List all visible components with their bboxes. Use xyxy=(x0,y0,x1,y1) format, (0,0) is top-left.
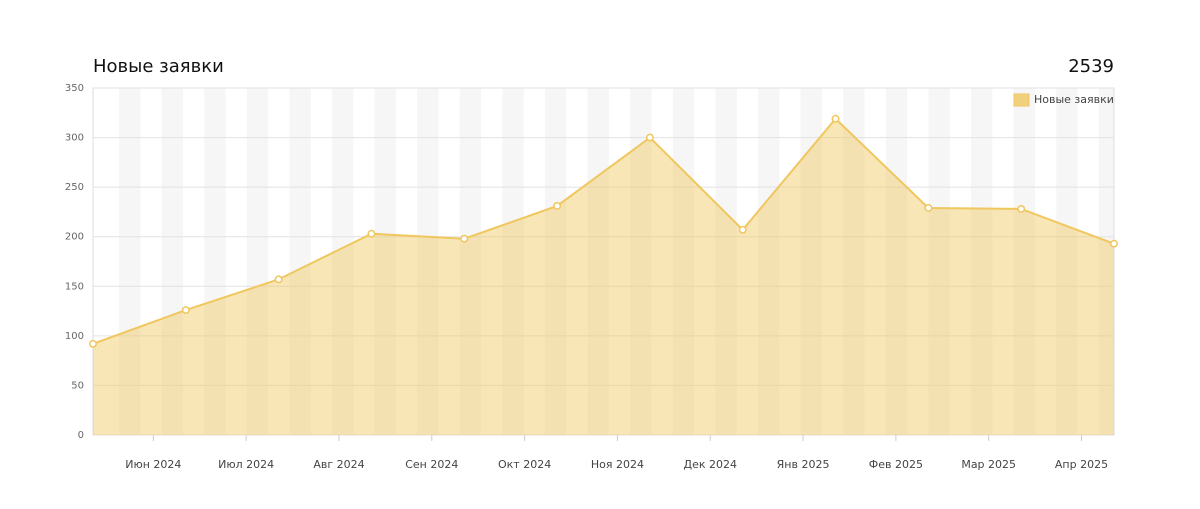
background-stripe xyxy=(800,88,822,435)
point xyxy=(738,225,747,234)
x-tick-label: Янв 2025 xyxy=(777,458,830,471)
x-tick-label: Ноя 2024 xyxy=(591,458,644,471)
point xyxy=(831,114,840,123)
background-stripe xyxy=(885,88,908,435)
x-tick-label: Сен 2024 xyxy=(405,458,458,471)
point xyxy=(89,339,97,348)
background-stripe xyxy=(502,88,524,435)
chart-title: Новые заявки xyxy=(93,56,224,77)
background-stripe xyxy=(246,88,269,435)
background-stripe xyxy=(715,88,737,435)
legend-label: Новые заявки xyxy=(1034,93,1114,106)
x-tick-label: Апр 2025 xyxy=(1055,458,1108,471)
point xyxy=(460,234,469,243)
background-stripe xyxy=(119,88,141,435)
x-tick-label: Фев 2025 xyxy=(869,458,923,471)
y-tick-label: 250 xyxy=(65,182,84,193)
background-stripe xyxy=(843,88,865,435)
background-stripe xyxy=(971,88,993,435)
y-tick-label: 200 xyxy=(65,232,84,243)
legend-swatch xyxy=(1013,93,1030,107)
background-stripe xyxy=(928,88,950,435)
x-tick-label: Авг 2024 xyxy=(313,458,364,471)
background-stripe xyxy=(332,88,354,435)
background-stripe xyxy=(1056,88,1078,435)
line xyxy=(92,117,1115,345)
y-tick-label: 50 xyxy=(71,380,84,391)
y-tick-label: 100 xyxy=(65,331,84,342)
x-tick-label: Дек 2024 xyxy=(683,458,737,471)
point xyxy=(1017,205,1026,213)
y-tick-label: 350 xyxy=(65,83,84,94)
x-tick-label: Мар 2025 xyxy=(961,458,1016,471)
y-tick-label: 300 xyxy=(65,133,84,144)
point xyxy=(553,202,562,210)
point xyxy=(924,204,933,212)
x-tick-label: Июл 2024 xyxy=(218,458,274,471)
background-stripe xyxy=(672,88,695,435)
background-stripe xyxy=(630,88,652,435)
background-stripe xyxy=(545,88,567,435)
chart-total: 2539 xyxy=(1068,56,1114,77)
background-stripe xyxy=(417,88,439,435)
point xyxy=(181,306,190,315)
background-stripe xyxy=(289,88,311,435)
x-tick-label: Июн 2024 xyxy=(125,458,181,471)
point xyxy=(1110,239,1118,248)
x-tick-label: Окт 2024 xyxy=(498,458,551,471)
area-fill xyxy=(93,118,1114,435)
background-stripe xyxy=(1098,88,1114,435)
background-stripe xyxy=(1013,88,1035,435)
point xyxy=(645,133,654,142)
background-stripe xyxy=(758,88,780,435)
y-tick-label: 0 xyxy=(78,430,84,441)
point xyxy=(274,275,283,284)
background-stripe xyxy=(459,88,482,435)
background-stripe xyxy=(204,88,226,435)
background-stripe xyxy=(161,88,183,435)
point xyxy=(367,229,376,238)
background-stripe xyxy=(374,88,396,435)
y-tick-label: 150 xyxy=(65,281,84,292)
background-stripe xyxy=(587,88,609,435)
